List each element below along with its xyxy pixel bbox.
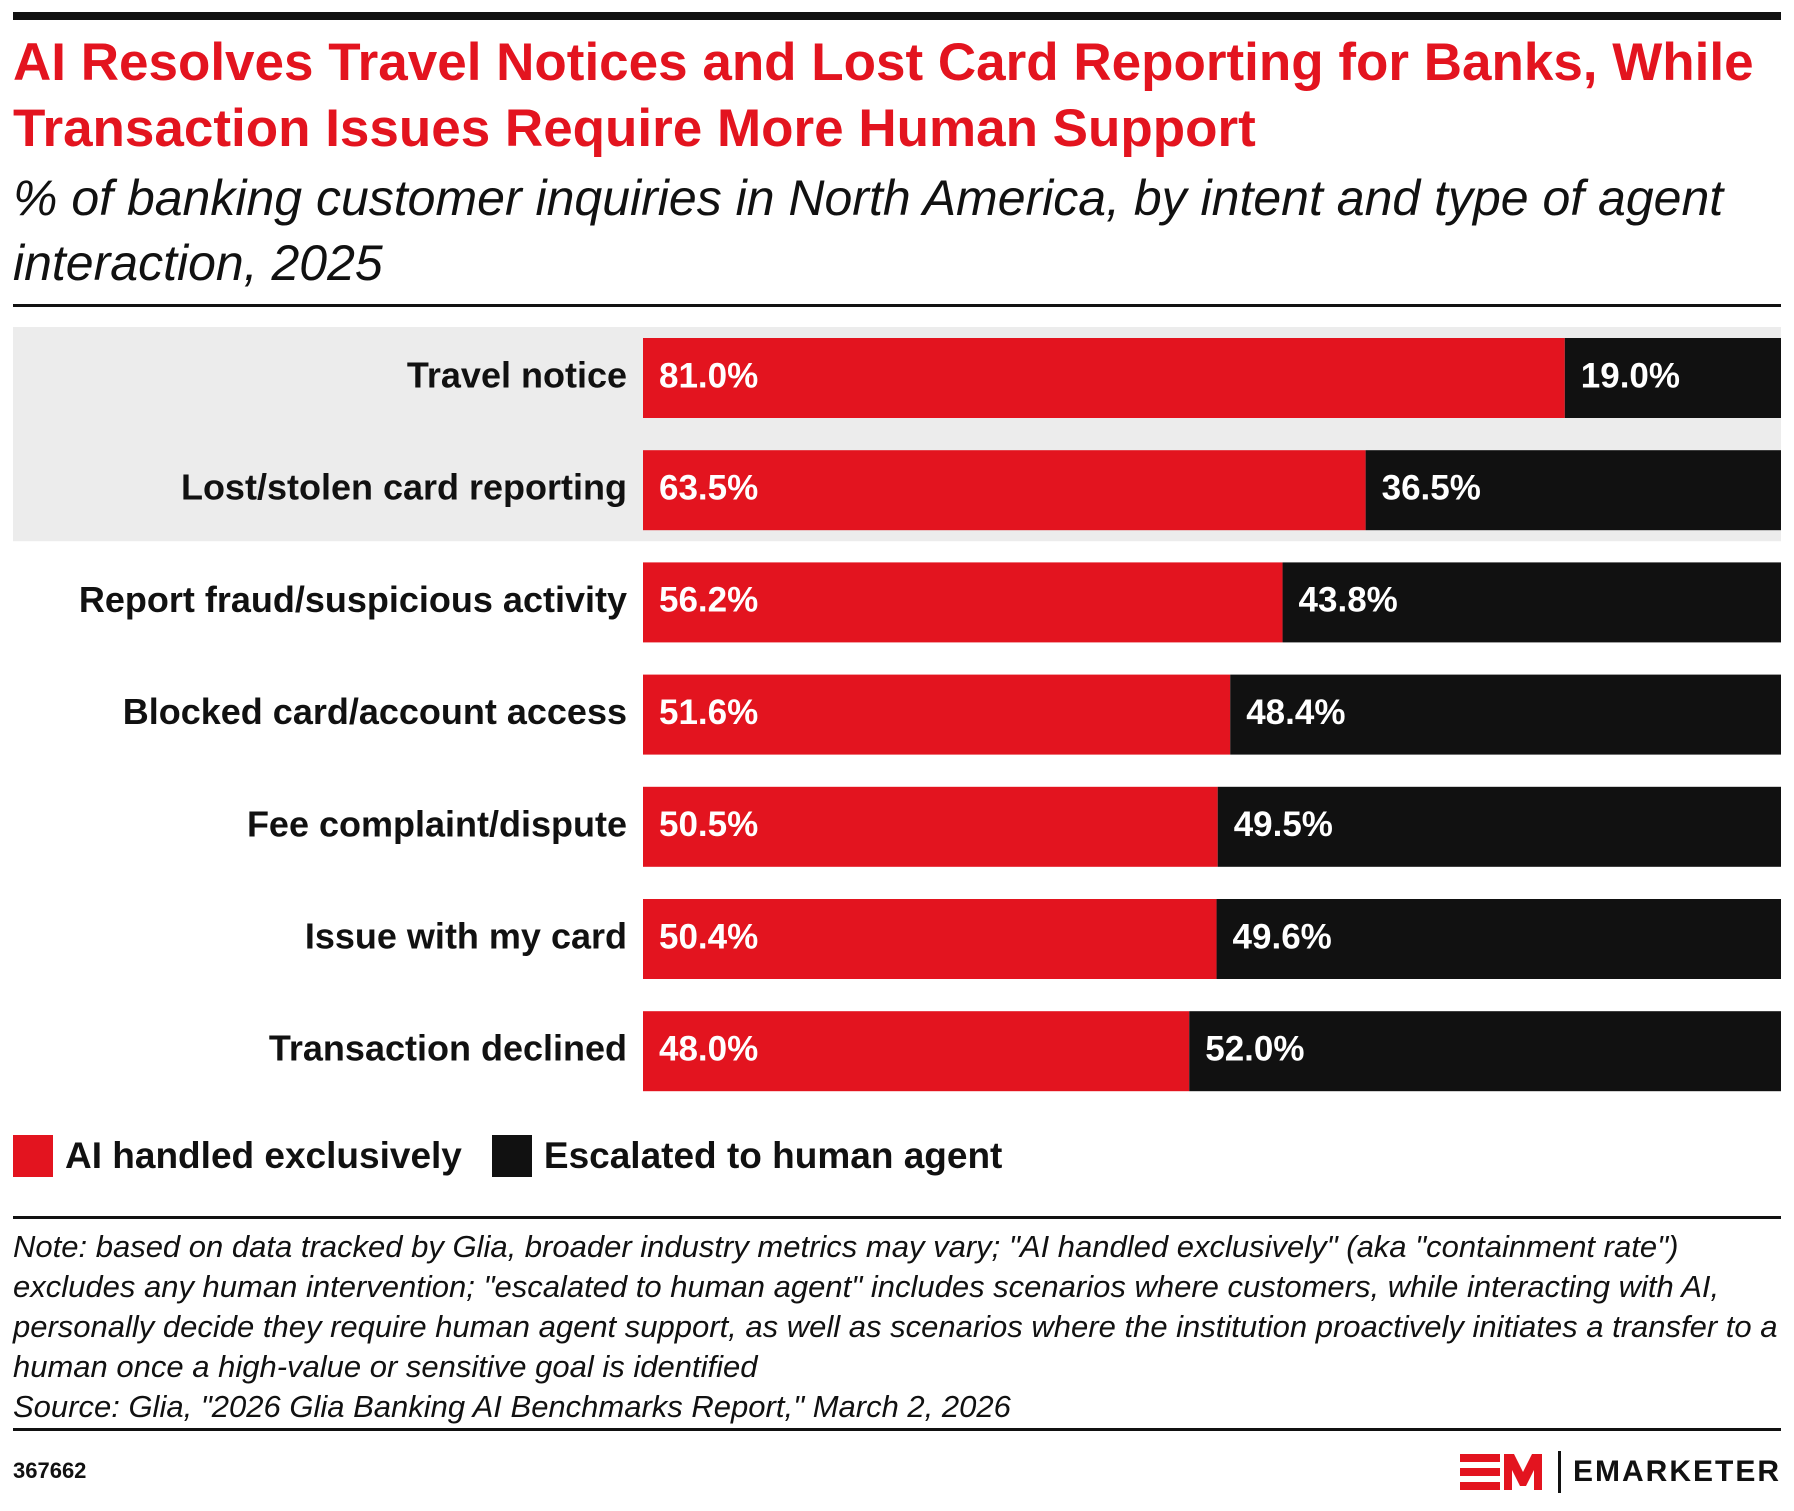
- category-label: Lost/stolen card reporting: [181, 467, 627, 508]
- data-label-human: 36.5%: [1382, 468, 1481, 507]
- bar-segment-human: [1230, 674, 1781, 755]
- bar-segment-ai: [643, 786, 1218, 867]
- bar-segment-ai: [643, 562, 1283, 643]
- emarketer-logo[interactable]: EMARKETER: [1459, 1450, 1781, 1494]
- data-label-human: 49.5%: [1234, 805, 1333, 844]
- bar-segment-human: [1217, 786, 1781, 867]
- bar-segment-ai: [643, 450, 1366, 531]
- legend-label-human: Escalated to human agent: [543, 1135, 1003, 1176]
- bar-segment-ai: [643, 1011, 1190, 1092]
- subtitle-rule: [13, 304, 1781, 307]
- data-label-human: 19.0%: [1581, 356, 1680, 395]
- data-label-human: 52.0%: [1205, 1029, 1304, 1068]
- footnote: Note: based on data tracked by Glia, bro…: [13, 1227, 1783, 1427]
- category-label: Blocked card/account access: [123, 691, 627, 732]
- data-label-human: 48.4%: [1246, 693, 1345, 732]
- chart-title: AI Resolves Travel Notices and Lost Card…: [13, 33, 1754, 158]
- chart-legend: AI handled exclusively Escalated to huma…: [13, 1133, 1032, 1179]
- bar-segment-ai: [643, 674, 1231, 755]
- bar-segment-ai: [643, 338, 1565, 418]
- bar-segment-human: [1365, 450, 1781, 531]
- bar-segment-ai: [643, 899, 1217, 979]
- data-label-ai: 63.5%: [659, 468, 758, 507]
- data-label-human: 43.8%: [1299, 581, 1398, 620]
- bar-segment-human: [1216, 899, 1781, 979]
- legend-swatch-human: [491, 1135, 532, 1177]
- footer-rule: [13, 1428, 1781, 1431]
- data-label-ai: 81.0%: [659, 356, 758, 395]
- data-label-human: 49.6%: [1233, 917, 1332, 956]
- chart-id: 367662: [13, 1458, 87, 1483]
- legend-item-human: Escalated to human agent: [491, 1135, 1003, 1177]
- category-label: Fee complaint/dispute: [247, 803, 627, 844]
- legend-swatch-ai: [13, 1135, 53, 1177]
- note-text: Note: based on data tracked by Glia, bro…: [13, 1229, 1778, 1384]
- data-label-ai: 56.2%: [659, 581, 758, 620]
- category-label: Report fraud/suspicious activity: [79, 579, 627, 620]
- bar-segment-human: [1282, 562, 1781, 643]
- brand-wordmark: EMARKETER: [1572, 1455, 1781, 1488]
- bar-segment-human: [1564, 338, 1781, 418]
- legend-item-ai: AI handled exclusively: [13, 1135, 462, 1177]
- category-label: Travel notice: [407, 355, 627, 396]
- data-label-ai: 51.6%: [659, 693, 758, 732]
- top-rule: [13, 12, 1781, 20]
- stacked-bar-chart: Travel notice 81.0% 19.0% Lost/stolen card …: [13, 327, 1781, 1092]
- logo-divider: [1557, 1451, 1561, 1493]
- category-label: Transaction declined: [269, 1028, 627, 1069]
- category-label: Issue with my card: [305, 916, 627, 957]
- data-label-ai: 48.0%: [659, 1029, 758, 1068]
- data-label-ai: 50.4%: [659, 917, 758, 956]
- legend-label-ai: AI handled exclusively: [65, 1135, 462, 1176]
- bar-segment-human: [1189, 1011, 1781, 1092]
- note-rule: [13, 1216, 1781, 1219]
- chart-subtitle: % of banking customer inquiries in North…: [13, 170, 1724, 291]
- em-logo-icon: [1459, 1454, 1542, 1490]
- source-text: Source: Glia, "2026 Glia Banking AI Benc…: [13, 1389, 1011, 1424]
- data-label-ai: 50.5%: [659, 805, 758, 844]
